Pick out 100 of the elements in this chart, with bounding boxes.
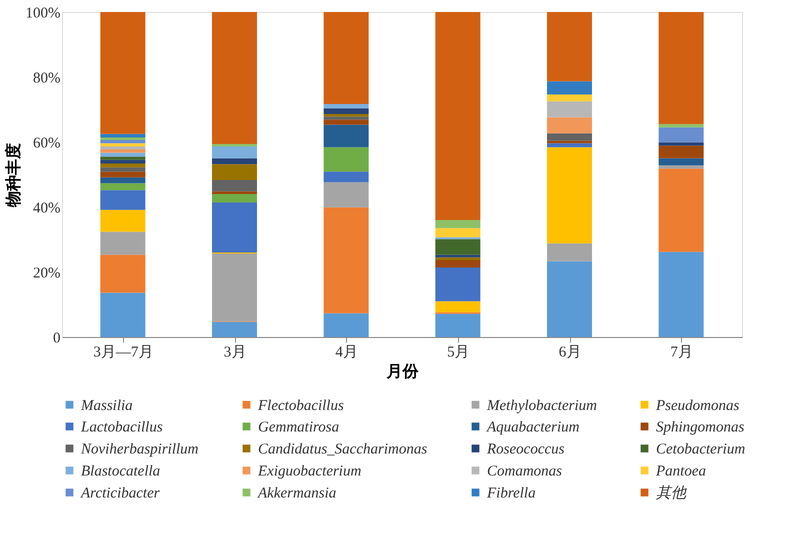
legend-label: Blastocatella — [81, 464, 160, 480]
bar — [100, 292, 146, 337]
legend-label: Gemmatirosa — [258, 420, 340, 436]
bar — [435, 257, 480, 260]
bar — [100, 183, 146, 190]
legend-label: Fibrella — [486, 486, 536, 502]
bar — [100, 140, 146, 144]
x-tick-label: 5月 — [447, 344, 470, 360]
bar — [100, 163, 146, 168]
y-axis-title: 物种丰度 — [4, 143, 23, 208]
bar — [435, 12, 480, 220]
x-tick-label: 4月 — [335, 344, 358, 360]
bar — [547, 117, 592, 134]
legend-label: Candidatus_Saccharimonas — [258, 442, 428, 458]
bar — [212, 144, 257, 147]
bar — [435, 228, 480, 238]
bar — [100, 167, 146, 172]
bar — [212, 191, 257, 194]
bar — [547, 243, 592, 262]
bar — [435, 301, 480, 312]
bar — [100, 190, 146, 210]
legend-label: Roseococcus — [486, 442, 565, 458]
legend-label: Methylobacterium — [486, 398, 598, 414]
bar — [212, 322, 257, 337]
bar — [100, 254, 146, 293]
legend-label: Arcticibacter — [80, 486, 160, 502]
legend-label: 其他 — [656, 484, 687, 502]
bar — [212, 164, 257, 180]
legend-label: Noviherbaspirillum — [80, 442, 199, 458]
bar — [212, 146, 257, 158]
bar — [435, 267, 480, 302]
bar — [547, 133, 592, 141]
bar — [324, 124, 369, 148]
legend-label: Pseudomonas — [655, 398, 740, 414]
bar — [324, 114, 369, 117]
bar — [324, 12, 369, 104]
bar — [212, 194, 257, 202]
legend-label: Comamonas — [487, 464, 562, 480]
bar — [547, 94, 592, 102]
bar — [100, 134, 146, 138]
bar — [100, 232, 146, 255]
bar — [324, 207, 369, 314]
bar — [100, 146, 146, 150]
bar — [324, 108, 369, 114]
y-tick-label: 60% — [33, 136, 60, 152]
bar — [324, 172, 369, 182]
x-axis-title: 月份 — [386, 362, 420, 380]
bar — [212, 180, 257, 192]
bar — [435, 220, 480, 228]
x-tick-label: 3月—7月 — [93, 344, 154, 360]
bar — [100, 137, 146, 140]
bar — [658, 168, 704, 252]
legend-label: Flectobacillus — [257, 398, 344, 414]
bar — [547, 140, 592, 144]
bar — [547, 143, 592, 148]
legend-label: Aquabacterium — [486, 420, 580, 436]
y-tick-label: 0 — [53, 330, 60, 346]
bar — [100, 172, 146, 178]
bar — [658, 165, 704, 169]
bar — [100, 177, 146, 184]
bar — [658, 252, 704, 337]
bar — [324, 182, 369, 208]
x-tick-label: 6月 — [558, 344, 582, 360]
bar — [658, 142, 704, 146]
bar — [100, 152, 146, 157]
bar — [100, 143, 146, 147]
bar — [212, 253, 257, 322]
bar — [100, 160, 146, 164]
bar — [547, 147, 592, 244]
bar — [435, 314, 480, 337]
bar — [324, 120, 369, 125]
x-tick-label: 3月 — [224, 344, 246, 360]
x-tick-label: 7月 — [670, 344, 693, 360]
bar — [658, 146, 704, 158]
bar — [100, 210, 146, 232]
y-tick-label: 20% — [33, 266, 60, 282]
bar — [658, 158, 704, 166]
bar — [324, 104, 369, 108]
legend-label: Akkermansia — [257, 486, 336, 502]
bar — [212, 158, 257, 164]
legend-label: Sphingomonas — [656, 420, 744, 436]
bar — [547, 261, 592, 337]
bar — [658, 124, 704, 128]
bar — [100, 149, 146, 153]
bar — [658, 127, 704, 142]
legend-label: Massilia — [80, 398, 133, 414]
bar — [658, 12, 704, 124]
bar — [324, 147, 369, 172]
y-tick-label: 40% — [33, 200, 60, 216]
bar — [100, 156, 146, 160]
bar — [435, 260, 480, 268]
bar — [435, 239, 480, 255]
bar — [212, 202, 257, 252]
legend-label: Exiguobacterium — [257, 464, 362, 480]
bar — [547, 81, 592, 95]
bar — [324, 313, 369, 337]
y-tick-label: 80% — [33, 70, 60, 86]
bar — [435, 254, 480, 258]
bar — [212, 12, 257, 144]
bar — [324, 116, 369, 120]
